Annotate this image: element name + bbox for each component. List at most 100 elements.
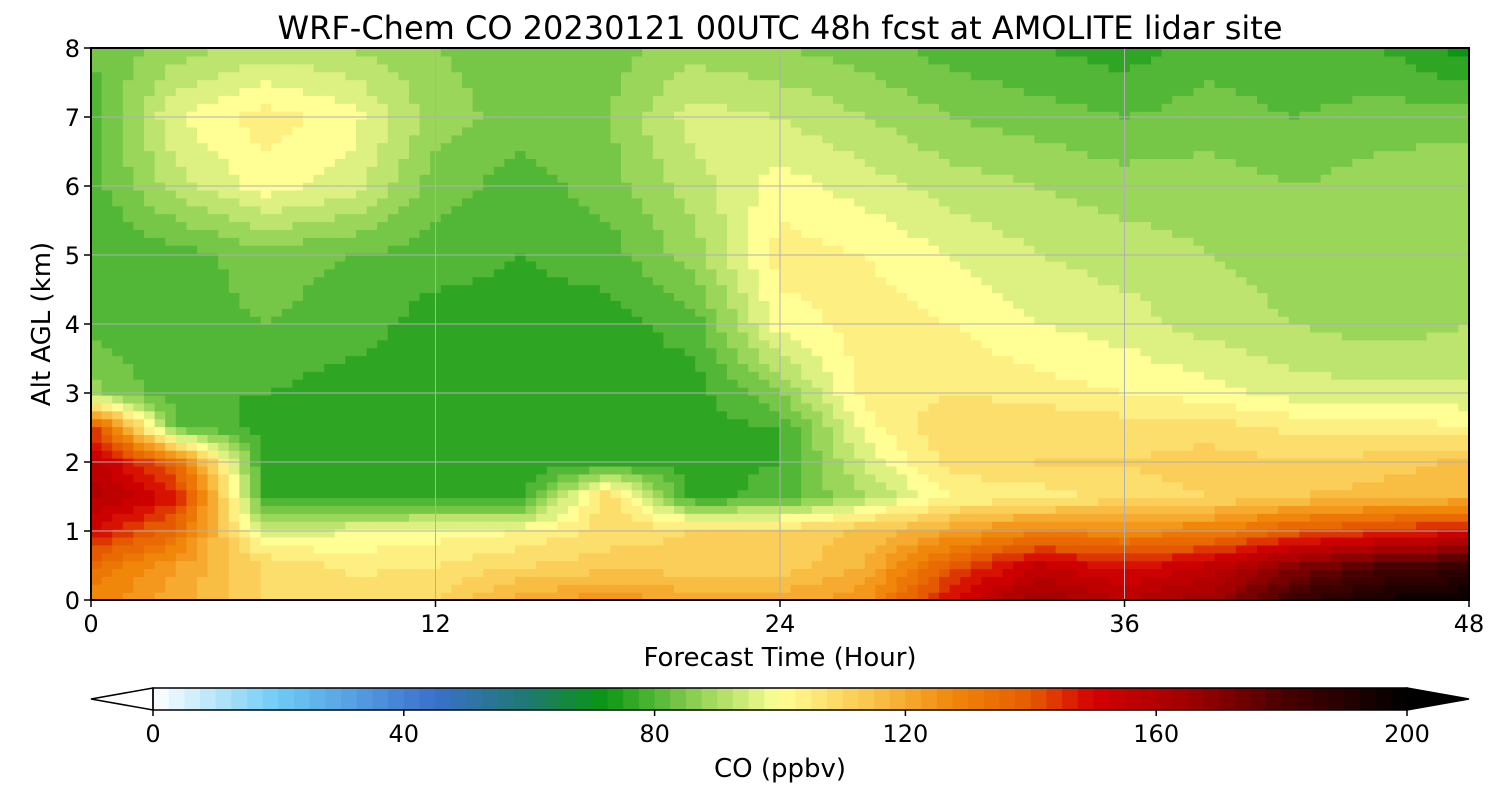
field-cell — [387, 481, 399, 491]
field-cell — [398, 166, 410, 175]
field-cell — [568, 584, 580, 593]
field-cell — [324, 324, 336, 333]
field-cell — [599, 434, 611, 443]
field-cell — [377, 481, 389, 491]
field-cell — [281, 529, 293, 538]
field-cell — [112, 237, 124, 246]
field-cell — [748, 237, 760, 246]
field-cell — [546, 276, 558, 286]
field-cell — [546, 497, 558, 506]
field-cell — [695, 245, 707, 254]
field-cell — [504, 592, 516, 600]
field-cell — [790, 71, 802, 81]
field-cell — [122, 426, 134, 435]
field-cell — [758, 410, 770, 420]
field-cell — [303, 394, 315, 404]
field-cell — [621, 481, 633, 491]
field-cell — [483, 536, 495, 546]
field-cell — [811, 79, 823, 89]
field-cell — [780, 197, 792, 207]
field-cell — [578, 505, 590, 514]
field-cell — [112, 260, 124, 270]
field-cell — [811, 481, 823, 491]
field-cell — [197, 560, 209, 570]
field-cell — [843, 481, 855, 491]
field-cell — [345, 126, 357, 136]
field-cell — [165, 584, 177, 593]
field-cell — [801, 48, 813, 57]
field-cell — [843, 402, 855, 412]
field-cell — [822, 339, 834, 349]
field-cell — [811, 213, 823, 223]
field-cell — [154, 308, 166, 317]
field-cell — [610, 347, 622, 357]
field-cell — [440, 363, 452, 372]
field-cell — [578, 189, 590, 199]
field-cell — [91, 189, 103, 199]
field-cell — [684, 126, 696, 136]
field-cell — [621, 158, 633, 167]
field-cell — [621, 276, 633, 286]
field-cell — [334, 79, 346, 89]
field-cell — [144, 221, 156, 230]
field-cell — [271, 95, 283, 104]
field-cell — [324, 48, 336, 57]
field-cell — [822, 300, 834, 309]
field-cell — [663, 142, 675, 152]
field-cell — [631, 481, 643, 491]
field-cell — [239, 576, 251, 585]
field-cell — [599, 529, 611, 538]
field-cell — [260, 481, 272, 491]
field-cell — [758, 529, 770, 538]
field-cell — [493, 253, 505, 262]
field-cell — [218, 48, 230, 57]
field-cell — [398, 324, 410, 333]
field-cell — [112, 339, 124, 349]
field-cell — [260, 387, 272, 396]
field-cell — [451, 544, 463, 554]
field-cell — [578, 276, 590, 286]
field-cell — [504, 355, 516, 365]
field-cell — [674, 576, 686, 585]
field-cell — [578, 465, 590, 475]
field-cell — [122, 363, 134, 372]
field-cell — [334, 481, 346, 491]
field-cell — [504, 87, 516, 96]
field-cell — [578, 55, 590, 65]
field-cell — [801, 55, 813, 65]
field-cell — [599, 300, 611, 309]
field-cell — [186, 316, 198, 325]
field-cell — [684, 63, 696, 73]
field-cell — [281, 134, 293, 144]
field-cell — [695, 489, 707, 499]
field-cell — [737, 544, 749, 554]
field-cell — [557, 521, 569, 530]
field-cell — [154, 576, 166, 585]
field-cell — [186, 324, 198, 333]
field-cell — [377, 473, 389, 483]
field-cell — [568, 497, 580, 506]
field-cell — [218, 284, 230, 294]
field-cell — [483, 434, 495, 443]
field-cell — [239, 166, 251, 175]
field-cell — [451, 513, 463, 522]
field-cell — [462, 316, 474, 325]
field-cell — [409, 529, 421, 538]
field-cell — [525, 481, 537, 491]
field-cell — [843, 552, 855, 562]
field-cell — [631, 355, 643, 365]
field-cell — [578, 552, 590, 562]
field-cell — [727, 529, 739, 538]
field-cell — [207, 197, 219, 207]
field-cell — [122, 71, 134, 81]
field-cell — [737, 560, 749, 570]
field-cell — [833, 276, 845, 286]
field-cell — [303, 497, 315, 506]
field-cell — [557, 95, 569, 104]
field-cell — [440, 213, 452, 223]
field-cell — [493, 331, 505, 341]
field-cell — [769, 150, 781, 159]
field-cell — [493, 410, 505, 420]
field-cell — [525, 426, 537, 435]
field-cell — [652, 55, 664, 65]
